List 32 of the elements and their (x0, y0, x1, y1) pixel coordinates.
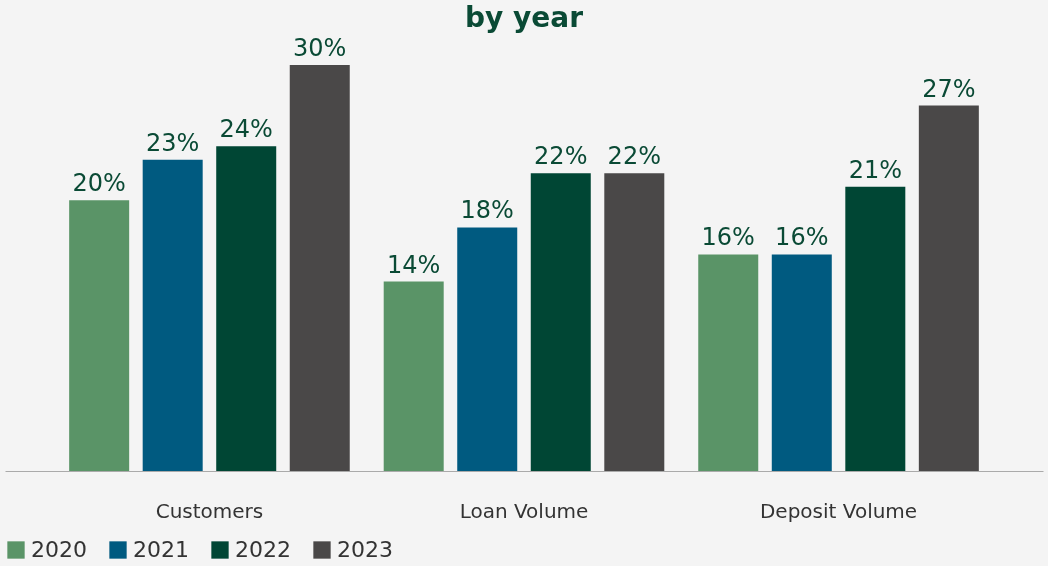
bar (918, 105, 979, 471)
bar (383, 281, 444, 471)
data-label: 22% (534, 142, 588, 171)
chart-title: by year (465, 1, 584, 34)
data-label: 21% (848, 155, 902, 184)
bar (289, 65, 350, 471)
data-label: 18% (460, 196, 514, 225)
data-label: 30% (293, 34, 347, 62)
data-label: 16% (701, 223, 755, 252)
data-label: 27% (922, 74, 976, 103)
x-tick-label: Customers (155, 498, 264, 523)
x-tick-label: Loan Volume (459, 498, 589, 523)
bar (771, 254, 832, 471)
bar (604, 173, 665, 471)
legend-label: 2023 (337, 537, 393, 562)
bar (142, 159, 203, 471)
bar (698, 254, 759, 471)
data-label: 20% (72, 169, 126, 198)
bar (530, 173, 591, 471)
x-tick-label: Deposit Volume (759, 498, 918, 523)
bar (69, 200, 130, 471)
data-label: 16% (775, 223, 829, 252)
legend-label: 2020 (31, 537, 87, 562)
bar (845, 186, 906, 471)
bar (457, 227, 518, 471)
legend-label: 2021 (133, 537, 189, 562)
legend-label: 2022 (235, 537, 291, 562)
data-label: 14% (387, 250, 441, 279)
bar (216, 146, 277, 471)
data-label: 22% (607, 142, 661, 171)
data-label: 23% (146, 128, 200, 157)
data-label: 24% (219, 115, 273, 144)
